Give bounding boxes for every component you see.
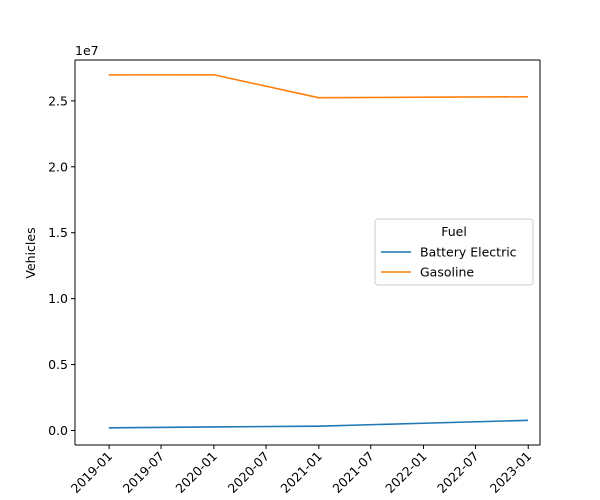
- y-axis: 0.0 0.5 1.0 1.5 2.0 2.5: [48, 93, 75, 438]
- legend: Fuel Battery Electric Gasoline: [374, 218, 534, 286]
- y-tick-label: 2.0: [48, 159, 68, 174]
- y-axis-label: Vehicles: [23, 227, 38, 278]
- y-tick-label: 0.5: [48, 357, 68, 372]
- legend-entries: Battery Electric Gasoline: [381, 245, 517, 280]
- series-layer: [108, 73, 528, 429]
- y-tick-label: 1.0: [48, 291, 68, 306]
- legend-box: [374, 218, 534, 286]
- y-tick-label: 0.0: [48, 423, 68, 438]
- series-line-battery-electric: [108, 419, 528, 429]
- series-line-gasoline: [108, 73, 528, 99]
- legend-label-battery-electric: Battery Electric: [420, 245, 517, 260]
- y-tick-label: 2.5: [48, 93, 68, 108]
- legend-title: Fuel: [441, 224, 467, 239]
- legend-label-gasoline: Gasoline: [420, 265, 474, 280]
- y-offset-text: 1e7: [75, 43, 99, 58]
- y-tick-label: 1.5: [48, 225, 68, 240]
- axes-frame: [74, 59, 541, 446]
